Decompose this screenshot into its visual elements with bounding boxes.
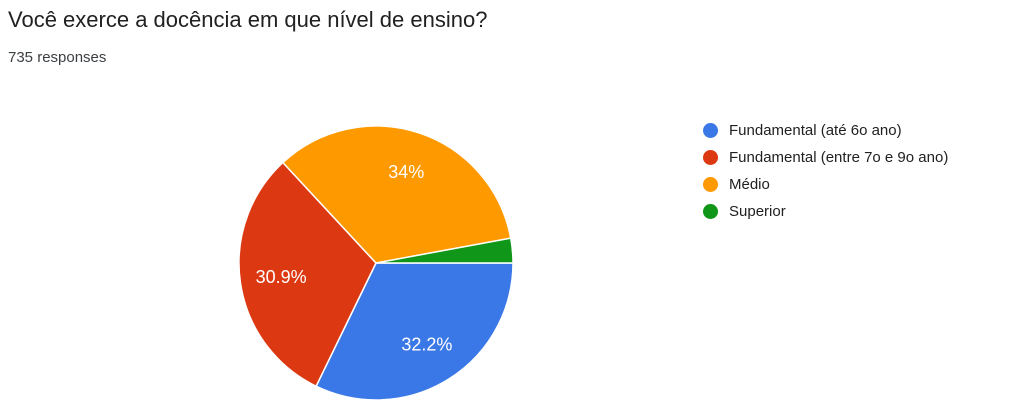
legend-label: Fundamental (até 6o ano): [729, 121, 902, 139]
pie-slice-label-0: 32.2%: [401, 334, 452, 354]
legend-item: Superior: [703, 202, 948, 220]
legend-item: Fundamental (entre 7o e 9o ano): [703, 148, 948, 166]
legend-color-swatch: [703, 176, 718, 192]
legend-label: Fundamental (entre 7o e 9o ano): [729, 148, 949, 166]
legend-color-swatch: [703, 203, 718, 219]
pie-chart: 32.2% 30.9% 34%: [238, 125, 514, 401]
responses-count: 735 responses: [8, 49, 107, 66]
pie-slice-0[interactable]: [315, 262, 514, 401]
legend-color-swatch: [703, 149, 718, 165]
legend-label: Superior: [729, 202, 786, 220]
question-title: Você exerce a docência em que nível de e…: [8, 7, 488, 32]
pie-slice-3[interactable]: [375, 237, 514, 264]
legend: Fundamental (até 6o ano) Fundamental (en…: [703, 121, 948, 220]
pie-slice-label-2: 34%: [388, 162, 424, 182]
legend-color-swatch: [703, 122, 718, 138]
legend-item: Médio: [703, 175, 948, 193]
pie-slice-2[interactable]: [282, 125, 512, 264]
legend-label: Médio: [729, 175, 770, 193]
pie-slice-1[interactable]: [238, 161, 377, 387]
legend-item: Fundamental (até 6o ano): [703, 121, 948, 139]
pie-slice-label-1: 30.9%: [256, 267, 307, 287]
